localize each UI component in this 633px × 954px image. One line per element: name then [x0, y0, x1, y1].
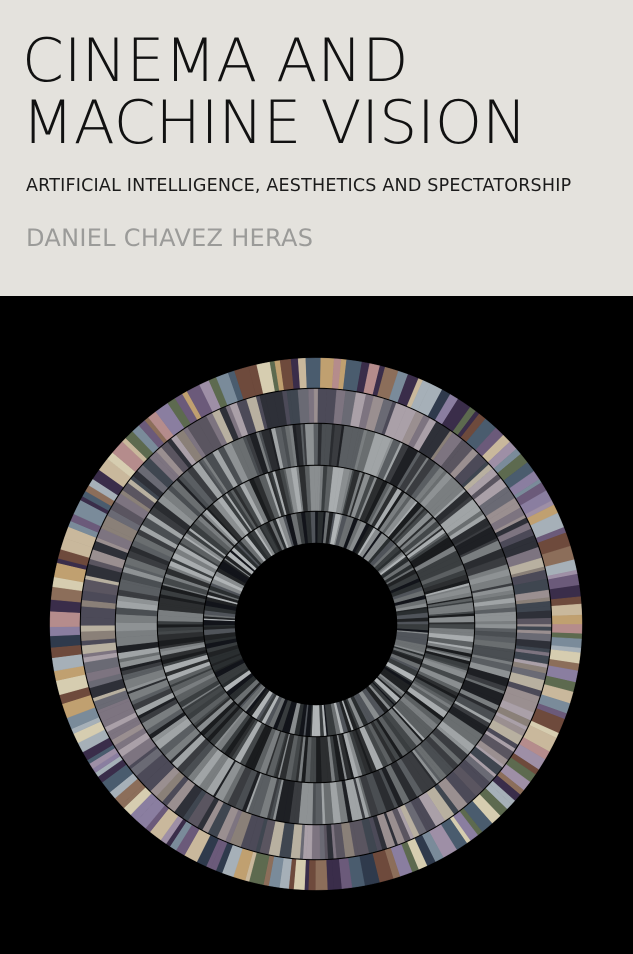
wheel-rings	[49, 357, 583, 891]
wheel-segment	[311, 823, 321, 860]
book-title: CINEMA AND MACHINE VISION	[22, 30, 527, 154]
wheel-segment	[427, 622, 475, 625]
wheel-segment	[314, 703, 321, 737]
book-subtitle: ARTIFICIAL INTELLIGENCE, AESTHETICS AND …	[26, 176, 572, 196]
wheel-segment	[313, 423, 319, 467]
wheel-segment	[315, 858, 328, 891]
wheel-segment	[319, 357, 335, 390]
wheel-segment	[49, 626, 82, 637]
wheel-segment	[315, 781, 323, 825]
wheel-center-hole	[236, 544, 396, 704]
wheel-segment	[473, 621, 517, 625]
wheel-segment	[80, 617, 117, 626]
book-title-line-2: MACHINE VISION	[22, 88, 527, 158]
book-author: DANIEL CHAVEZ HERAS	[26, 224, 314, 252]
title-panel: CINEMA AND MACHINE VISION ARTIFICIAL INT…	[0, 0, 633, 296]
wheel-segment	[80, 624, 117, 632]
wheel-segment	[308, 388, 315, 425]
wheel-segment	[515, 617, 552, 625]
wheel-segment	[550, 623, 583, 634]
wheel-segment	[313, 388, 319, 425]
wheel-segment	[550, 614, 583, 625]
wheel-segment	[308, 858, 316, 891]
wheel-segment	[305, 357, 321, 390]
wheel-segment	[115, 622, 159, 632]
cover-artwork	[0, 296, 633, 954]
wheel-segment	[49, 611, 82, 628]
wheel-segment	[550, 603, 583, 617]
radial-film-wheel-image	[49, 357, 583, 891]
book-title-line-1: CINEMA AND	[22, 26, 409, 96]
